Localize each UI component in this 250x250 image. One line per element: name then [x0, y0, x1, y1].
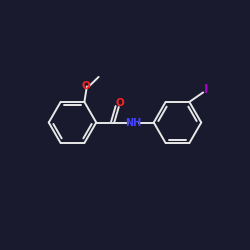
Text: NH: NH: [126, 118, 142, 128]
Text: I: I: [204, 84, 208, 96]
Text: O: O: [81, 82, 90, 92]
Text: O: O: [116, 98, 124, 108]
